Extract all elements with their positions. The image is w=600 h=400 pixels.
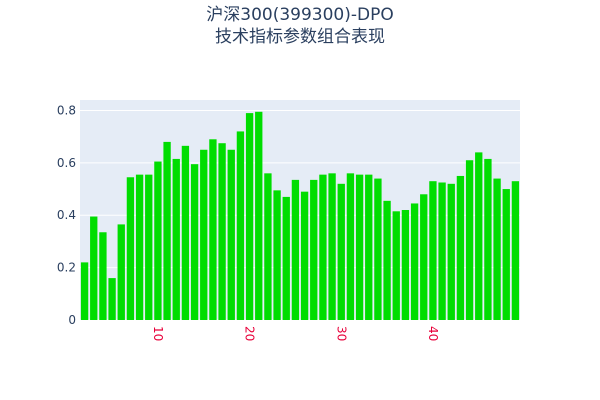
- y-tick-label: 0.2: [57, 261, 76, 275]
- bar: [145, 174, 153, 320]
- bar: [245, 113, 254, 320]
- bar: [465, 160, 474, 320]
- x-tick-label: 20: [243, 326, 257, 341]
- bar: [291, 179, 300, 320]
- bar: [163, 141, 171, 320]
- bar: [236, 131, 245, 320]
- bar: [420, 194, 428, 320]
- y-tick-label: 0: [68, 313, 76, 327]
- bar: [310, 179, 318, 320]
- bar: [447, 183, 455, 320]
- bar: [209, 139, 217, 320]
- y-tick-label: 0.6: [57, 156, 76, 170]
- bar: [374, 178, 382, 320]
- bar: [300, 191, 309, 320]
- plot-background: [80, 100, 520, 320]
- bar: [328, 173, 336, 320]
- bar: [172, 158, 180, 320]
- bar: [282, 196, 290, 320]
- bar: [456, 175, 465, 320]
- bar: [337, 183, 345, 320]
- bar: [401, 210, 410, 320]
- x-tick-label: 40: [426, 326, 440, 341]
- bar: [126, 177, 135, 320]
- x-tick-label: 10: [151, 326, 165, 341]
- bar: [190, 164, 199, 320]
- bar: [383, 200, 391, 320]
- chart-title: 沪深300(399300)-DPO: [206, 5, 393, 25]
- bar: [255, 111, 263, 321]
- bar: [475, 152, 483, 320]
- chart-subtitle: 技术指标参数组合表现: [215, 27, 385, 47]
- bar: [438, 182, 446, 320]
- bar: [117, 224, 125, 320]
- bar: [227, 149, 235, 320]
- bar: [154, 161, 162, 320]
- bar: [80, 262, 89, 320]
- y-tick-label: 0.4: [57, 208, 76, 222]
- bar: [484, 158, 492, 320]
- bar: [99, 232, 107, 320]
- bar: [429, 181, 437, 320]
- y-tick-label: 0.8: [57, 103, 76, 117]
- bar: [410, 203, 419, 320]
- bar: [319, 174, 327, 320]
- bar: [511, 181, 520, 320]
- bar: [365, 174, 373, 320]
- bar: [264, 173, 272, 320]
- x-tick-label: 30: [334, 326, 348, 341]
- bar: [108, 278, 116, 320]
- bar: [273, 190, 281, 320]
- bar: [200, 149, 208, 320]
- bar: [346, 173, 355, 320]
- bar: [135, 174, 144, 320]
- bar: [218, 143, 226, 320]
- bar: [392, 211, 400, 320]
- bar: [181, 145, 190, 320]
- bar: [355, 174, 364, 320]
- bar: [90, 216, 98, 320]
- bar: [502, 189, 510, 320]
- bar: [493, 178, 501, 320]
